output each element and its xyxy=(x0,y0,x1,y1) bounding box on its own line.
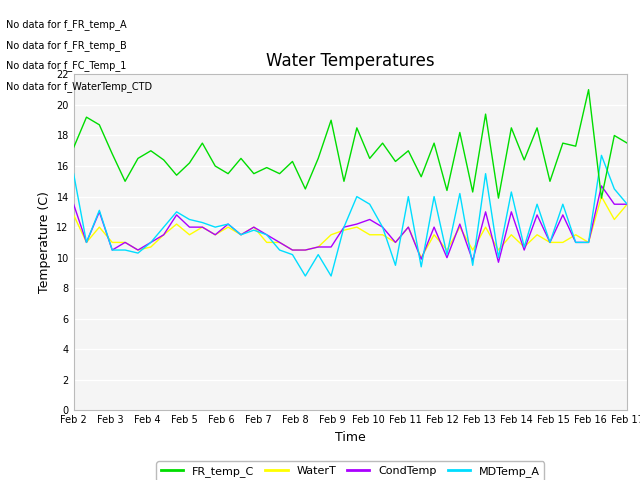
Y-axis label: Temperature (C): Temperature (C) xyxy=(38,192,51,293)
X-axis label: Time: Time xyxy=(335,431,366,444)
Text: No data for f_FR_temp_A: No data for f_FR_temp_A xyxy=(6,19,127,30)
Text: No data for f_FC_Temp_1: No data for f_FC_Temp_1 xyxy=(6,60,127,72)
Text: No data for f_WaterTemp_CTD: No data for f_WaterTemp_CTD xyxy=(6,81,152,92)
Text: No data for f_FR_temp_B: No data for f_FR_temp_B xyxy=(6,40,127,51)
Legend: FR_temp_C, WaterT, CondTemp, MDTemp_A: FR_temp_C, WaterT, CondTemp, MDTemp_A xyxy=(156,461,545,480)
Title: Water Temperatures: Water Temperatures xyxy=(266,52,435,70)
